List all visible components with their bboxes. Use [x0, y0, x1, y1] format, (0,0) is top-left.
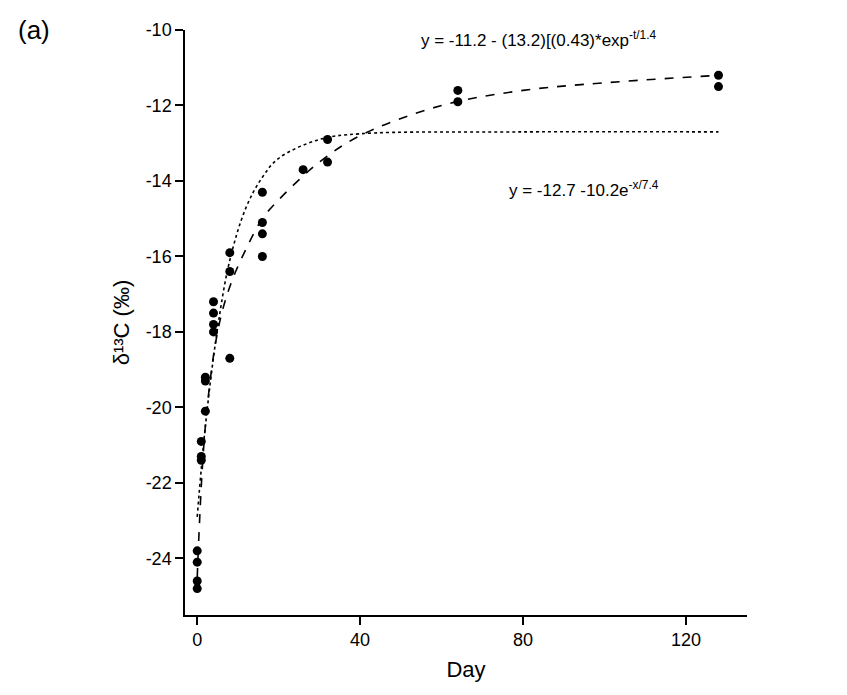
svg-text:-22: -22 — [146, 473, 172, 493]
svg-text:-16: -16 — [146, 247, 172, 267]
svg-text:δ¹³C (‰): δ¹³C (‰) — [109, 280, 134, 366]
svg-text:-10: -10 — [146, 20, 172, 40]
svg-text:-24: -24 — [146, 549, 172, 569]
svg-text:-14: -14 — [146, 171, 172, 191]
svg-text:120: 120 — [671, 630, 701, 650]
svg-text:Day: Day — [446, 657, 485, 682]
svg-text:0: 0 — [192, 630, 202, 650]
svg-text:80: 80 — [513, 630, 533, 650]
svg-text:(a): (a) — [18, 15, 50, 45]
svg-text:40: 40 — [350, 630, 370, 650]
svg-text:-12: -12 — [146, 96, 172, 116]
svg-text:y = -12.7 -10.2e​-x/7.4​: y = -12.7 -10.2e​-x/7.4​ — [509, 178, 659, 200]
svg-text:-20: -20 — [146, 398, 172, 418]
svg-text:y = -11.2 - (13.2)[(0.43)*exp​: y = -11.2 - (13.2)[(0.43)*exp​-t/1.4​ — [421, 28, 657, 50]
svg-text:-18: -18 — [146, 322, 172, 342]
